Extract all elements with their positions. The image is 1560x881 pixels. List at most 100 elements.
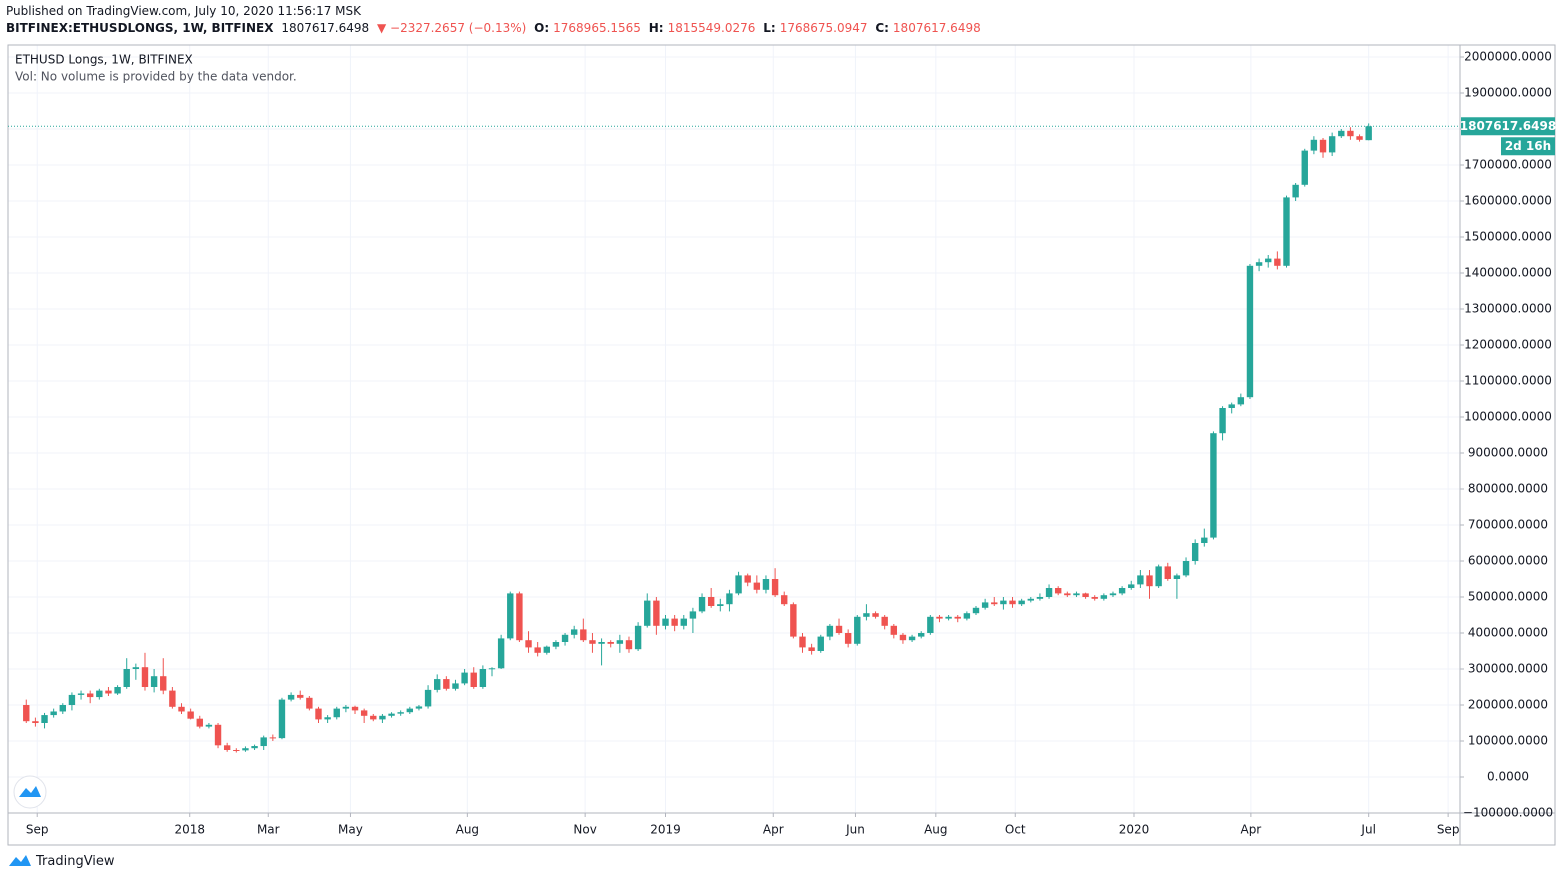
candle-body xyxy=(507,593,514,639)
candle-body xyxy=(899,634,907,641)
candle-body xyxy=(242,748,249,751)
x-tick-label: May xyxy=(338,823,363,837)
candle-body xyxy=(169,690,176,707)
candle-body xyxy=(1137,575,1144,585)
x-tick-label: Aug xyxy=(924,823,947,837)
candle-body xyxy=(653,600,660,626)
candle-body xyxy=(333,708,340,718)
candle-body xyxy=(214,724,222,746)
candle-body xyxy=(388,713,395,716)
candle-body xyxy=(680,618,687,626)
candle-body xyxy=(662,618,669,626)
candle-body xyxy=(1356,136,1363,140)
candle-body xyxy=(744,575,751,583)
candle-body xyxy=(1009,600,1016,605)
candle-body xyxy=(68,694,76,705)
candle-body xyxy=(41,715,48,723)
candle-body xyxy=(799,636,806,648)
x-tick-label: 2019 xyxy=(650,823,681,837)
candle-body xyxy=(370,715,377,720)
candle-body xyxy=(351,706,359,711)
candle-body xyxy=(434,679,441,690)
candle-body xyxy=(342,706,350,709)
y-tick-label: 1700000.0000 xyxy=(1464,157,1552,171)
candle-body xyxy=(160,676,167,691)
candle-body xyxy=(872,613,879,617)
y-tick-label: 1100000.0000 xyxy=(1464,373,1552,387)
candle-body xyxy=(1146,575,1153,587)
candle-body xyxy=(1201,537,1208,543)
candle-body xyxy=(1191,542,1199,561)
candle-body xyxy=(397,712,404,714)
candle-body xyxy=(1283,197,1290,266)
candle-body xyxy=(32,721,39,723)
candle-body xyxy=(260,737,267,747)
y-tick-label: 100000.0000 xyxy=(1468,734,1548,748)
grid xyxy=(8,45,1460,814)
candle-body xyxy=(534,647,541,653)
footer: TradingView xyxy=(8,853,115,869)
candle-body xyxy=(461,672,468,684)
candle-body xyxy=(1109,593,1117,596)
y-tick-label: 2000000.0000 xyxy=(1464,49,1552,63)
y-tick-label: 600000.0000 xyxy=(1468,553,1548,567)
candle-body xyxy=(1155,566,1162,587)
candle-body xyxy=(50,711,57,716)
y-tick-label: 300000.0000 xyxy=(1468,662,1548,676)
symbol: BITFINEX:ETHUSDLONGS, 1W, BITFINEX xyxy=(6,21,274,35)
candle-body xyxy=(762,578,770,590)
candle-body xyxy=(616,640,624,644)
candle-body xyxy=(306,697,313,709)
candle-body xyxy=(835,625,843,633)
candle-body xyxy=(972,607,980,614)
candle-body xyxy=(963,613,971,619)
candle-body xyxy=(479,669,487,687)
candle-body xyxy=(379,715,386,720)
candle-body xyxy=(86,693,94,698)
y-tick-label: 400000.0000 xyxy=(1468,626,1548,640)
candle-body xyxy=(1054,587,1062,594)
candle-body xyxy=(1265,258,1272,263)
candle-body xyxy=(1164,566,1171,579)
brand: TradingView xyxy=(36,853,115,869)
ohlc-label: C: xyxy=(875,21,889,35)
symbol-line: BITFINEX:ETHUSDLONGS, 1W, BITFINEX 18076… xyxy=(6,21,985,35)
candle-body xyxy=(589,640,596,644)
candles xyxy=(23,123,1372,753)
candle-body xyxy=(1036,596,1044,599)
candle-body xyxy=(77,693,85,695)
candle-body xyxy=(753,582,761,590)
y-tick-label: 1600000.0000 xyxy=(1464,193,1552,207)
x-tick-label: Sep xyxy=(1437,823,1460,837)
candle-body xyxy=(105,690,112,694)
change: ▼ −2327.2657 (−0.13%) xyxy=(376,21,527,35)
x-tick-label: Apr xyxy=(763,823,784,837)
x-tick-label: Sep xyxy=(26,823,49,837)
candle-body xyxy=(1246,265,1254,398)
candle-body xyxy=(570,629,578,635)
candle-body xyxy=(123,669,130,687)
candle-body xyxy=(936,616,943,619)
candle-body xyxy=(908,636,916,641)
candle-body xyxy=(233,750,240,751)
candle-body xyxy=(525,640,532,648)
chart-subtitle: Vol: No volume is provided by the data v… xyxy=(15,70,297,84)
candle-body xyxy=(854,616,861,644)
candle-body xyxy=(1100,595,1108,599)
y-tick-label: 1900000.0000 xyxy=(1464,85,1552,99)
candle-body xyxy=(1064,593,1071,596)
candle-body xyxy=(360,710,368,716)
ohlc-value: 1807617.6498 xyxy=(892,21,981,35)
candle-body xyxy=(488,668,496,670)
candle-body xyxy=(269,737,277,739)
candle-body xyxy=(287,694,295,700)
candle-body xyxy=(1073,593,1080,596)
candle-body xyxy=(954,616,961,619)
candle-body xyxy=(826,625,834,637)
candle-body xyxy=(543,646,550,653)
candle-body xyxy=(625,640,633,650)
x-tick-label: Jul xyxy=(1360,823,1375,837)
ohlc-value: 1768675.0947 xyxy=(779,21,868,35)
